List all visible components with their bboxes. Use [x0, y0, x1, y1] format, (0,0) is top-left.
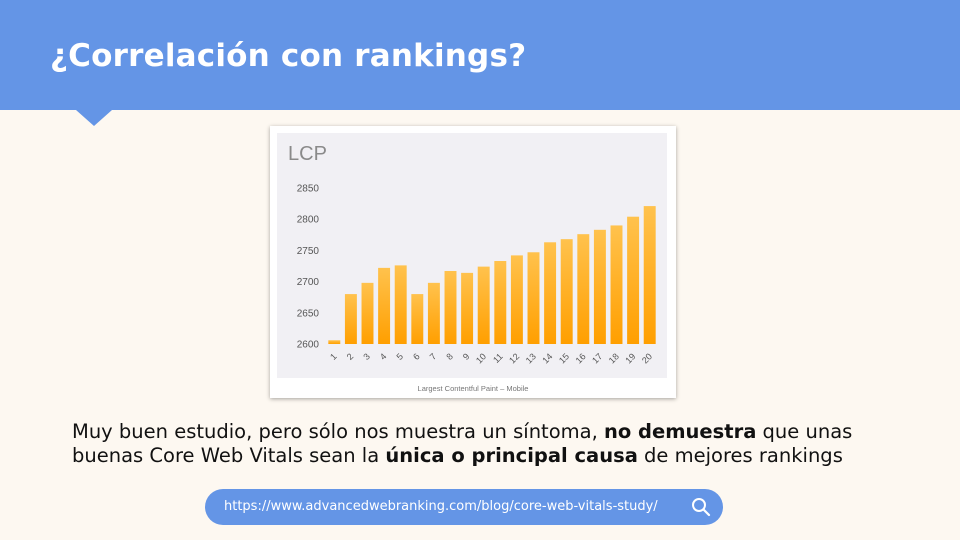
header-pointer [76, 110, 112, 126]
bar [577, 234, 590, 344]
bar [527, 252, 540, 344]
y-tick-label: 2800 [297, 215, 320, 226]
bar [444, 270, 457, 344]
x-tick-label: 9 [461, 351, 472, 362]
body-text: Muy buen estudio, pero sólo nos muestra … [72, 420, 892, 468]
x-tick-label: 3 [361, 351, 372, 362]
bar [344, 294, 357, 344]
url-bar[interactable]: https://www.advancedwebranking.com/blog/… [205, 489, 723, 525]
bar [361, 282, 374, 344]
x-tick-label: 5 [394, 351, 405, 362]
body-text-part-1: Muy buen estudio, pero sólo nos muestra … [72, 420, 604, 443]
y-tick-label: 2650 [297, 308, 320, 319]
x-tick-label: 7 [428, 351, 439, 362]
bar [394, 265, 407, 344]
x-tick-label: 1 [328, 351, 339, 362]
body-text-part-2: que unas buenas Core Web Vitals sean la [72, 420, 853, 467]
chart-frame: LCP 2600 2650 2700 2750 2800 2850 1 2 3 4 5 6 7 8 9 10… [270, 126, 676, 398]
bar [378, 267, 391, 344]
url-link[interactable]: https://www.advancedwebranking.com/blog/… [224, 499, 658, 514]
bar [510, 255, 523, 344]
y-tick-label: 2700 [297, 277, 320, 288]
x-tick-label: 2 [345, 351, 356, 362]
body-text-bold-2: única o principal causa [385, 444, 638, 467]
bar [643, 206, 656, 344]
bar [544, 242, 557, 344]
body-text-part-3: de mejores rankings [637, 444, 843, 467]
chart-title: LCP [288, 143, 327, 165]
bar [427, 282, 440, 344]
chart-caption: Largest Contentful Paint – Mobile [418, 384, 529, 393]
x-tick-label: 8 [444, 351, 455, 362]
bar [328, 340, 341, 344]
body-text-bold-1: no demuestra [603, 420, 757, 443]
x-tick-label: 6 [411, 351, 422, 362]
bar [627, 216, 640, 344]
y-tick-label: 2600 [297, 340, 320, 351]
x-tick-label: 4 [378, 351, 389, 362]
y-tick-label: 2750 [297, 246, 320, 257]
bar [411, 294, 424, 344]
bar [593, 229, 606, 344]
bar [461, 272, 474, 344]
bar [610, 225, 623, 344]
search-icon[interactable] [691, 497, 711, 517]
y-tick-label: 2850 [297, 184, 320, 195]
bar [560, 239, 573, 344]
bar [477, 266, 490, 344]
header-bar: ¿Correlación con rankings? [0, 0, 960, 110]
page-title: ¿Correlación con rankings? [50, 38, 527, 74]
bar [494, 261, 507, 344]
